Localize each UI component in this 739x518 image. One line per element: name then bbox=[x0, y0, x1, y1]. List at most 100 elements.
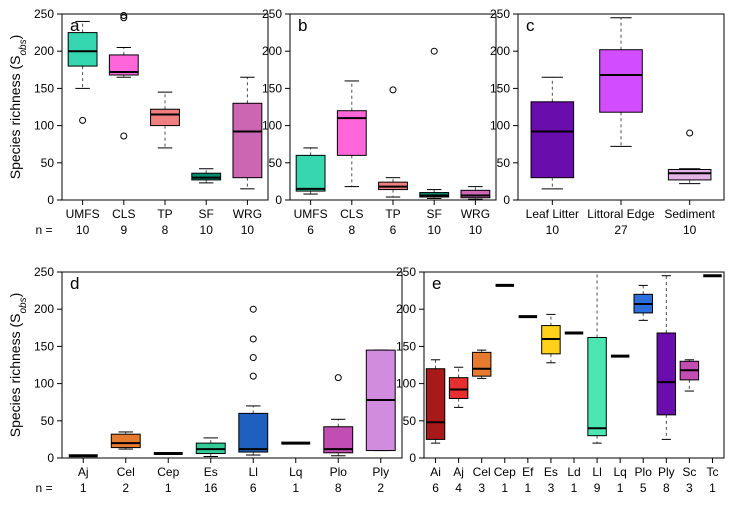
box-Es bbox=[542, 314, 560, 463]
outlier bbox=[80, 117, 86, 123]
n-value: 9 bbox=[120, 223, 127, 237]
ytick-label: 50 bbox=[403, 414, 417, 428]
category-label: TP bbox=[385, 207, 400, 221]
n-value: 9 bbox=[594, 481, 601, 495]
category-label: Tc bbox=[706, 465, 718, 479]
n-value: 16 bbox=[204, 481, 218, 495]
panel-e: 050100150200250eAi6Aj4Cel3Cep1Ef1Es3Ld1L… bbox=[396, 265, 724, 495]
box-Ply bbox=[657, 276, 675, 463]
category-label: Cep bbox=[157, 465, 179, 479]
ytick-label: 0 bbox=[47, 451, 54, 465]
box-Ply bbox=[366, 350, 395, 463]
outlier bbox=[250, 373, 256, 379]
y-axis-title: Species richness (Sobs) bbox=[7, 35, 29, 180]
panel-a: 050100150200250Species richness (Sobs)aU… bbox=[7, 7, 268, 237]
n-value: 8 bbox=[162, 223, 169, 237]
n-value: 4 bbox=[455, 481, 462, 495]
outlier bbox=[431, 48, 437, 54]
n-value: 1 bbox=[525, 481, 532, 495]
category-label: WRG bbox=[461, 207, 490, 221]
box-Plo bbox=[324, 375, 353, 463]
panel-letter: b bbox=[298, 16, 307, 35]
n-value: 1 bbox=[571, 481, 578, 495]
n-value: 1 bbox=[709, 481, 716, 495]
ytick-label: 50 bbox=[41, 414, 55, 428]
category-label: Ai bbox=[430, 465, 441, 479]
category-label: Sc bbox=[682, 465, 696, 479]
box-Cep bbox=[496, 285, 514, 463]
ytick-label: 250 bbox=[34, 265, 54, 279]
n-value: 6 bbox=[250, 481, 257, 495]
box-Aj bbox=[449, 367, 467, 463]
outlier bbox=[250, 336, 256, 342]
ytick-label: 0 bbox=[409, 451, 416, 465]
n-value: 10 bbox=[76, 223, 90, 237]
category-label: WRG bbox=[233, 207, 262, 221]
box-Es bbox=[196, 438, 225, 463]
y-axis-title: Species richness (Sobs) bbox=[7, 293, 29, 438]
panel-letter: d bbox=[70, 274, 79, 293]
category-label: Ll bbox=[249, 465, 258, 479]
box-Leaf Litter bbox=[531, 77, 574, 205]
n-value: 10 bbox=[428, 223, 442, 237]
box-Sediment bbox=[668, 130, 711, 205]
box-TP bbox=[151, 92, 180, 205]
box-Plo bbox=[634, 285, 652, 463]
n-value: 10 bbox=[683, 223, 697, 237]
category-label: Es bbox=[544, 465, 558, 479]
ytick-label: 200 bbox=[262, 44, 282, 58]
category-label: SF bbox=[427, 207, 442, 221]
outlier bbox=[121, 133, 127, 139]
category-label: Ply bbox=[372, 465, 389, 479]
panel-letter: c bbox=[526, 16, 535, 35]
n-value: 3 bbox=[686, 481, 693, 495]
ytick-label: 250 bbox=[262, 7, 282, 21]
panel-b: 050100150200250bUMFS6CLS8TP6SF10WRG10 bbox=[262, 7, 496, 237]
n-value: 1 bbox=[617, 481, 624, 495]
panel-border bbox=[424, 272, 724, 458]
panel-letter: e bbox=[432, 274, 441, 293]
box-UMFS bbox=[296, 148, 325, 205]
category-label: Lq bbox=[613, 465, 626, 479]
n-value: 6 bbox=[390, 223, 397, 237]
category-label: Aj bbox=[453, 465, 464, 479]
outlier bbox=[250, 355, 256, 361]
panel-d: 050100150200250Species richness (Sobs)dA… bbox=[7, 265, 402, 495]
outlier bbox=[390, 87, 396, 93]
n-value: 1 bbox=[292, 481, 299, 495]
ytick-label: 100 bbox=[396, 377, 416, 391]
category-label: Plo bbox=[635, 465, 653, 479]
ytick-label: 150 bbox=[490, 81, 510, 95]
ytick-label: 100 bbox=[34, 119, 54, 133]
box-SF bbox=[420, 48, 449, 205]
n-value: 5 bbox=[640, 481, 647, 495]
n-prefix: n = bbox=[35, 481, 52, 495]
category-label: Es bbox=[204, 465, 218, 479]
ytick-label: 50 bbox=[41, 156, 55, 170]
box-Ld bbox=[565, 333, 583, 463]
ytick-label: 0 bbox=[47, 193, 54, 207]
category-label: SF bbox=[199, 207, 214, 221]
n-value: 3 bbox=[548, 481, 555, 495]
box-Lq bbox=[281, 443, 310, 463]
outlier bbox=[687, 130, 693, 136]
category-label: Ld bbox=[567, 465, 580, 479]
box-Aj bbox=[69, 456, 98, 463]
category-label: Cep bbox=[494, 465, 516, 479]
box-Sc bbox=[680, 360, 698, 463]
ytick-label: 0 bbox=[503, 193, 510, 207]
ytick-label: 150 bbox=[34, 81, 54, 95]
category-label: Ll bbox=[592, 465, 601, 479]
ytick-label: 200 bbox=[34, 44, 54, 58]
ytick-label: 100 bbox=[490, 119, 510, 133]
category-label: Lq bbox=[289, 465, 302, 479]
n-value: 3 bbox=[478, 481, 485, 495]
panel-c: 050100150200250cLeaf Litter10Littoral Ed… bbox=[490, 7, 724, 237]
category-label: CLS bbox=[340, 207, 363, 221]
category-label: UMFS bbox=[294, 207, 328, 221]
n-value: 2 bbox=[377, 481, 384, 495]
box-CLS bbox=[109, 12, 138, 205]
category-label: UMFS bbox=[66, 207, 100, 221]
ytick-label: 250 bbox=[34, 7, 54, 21]
n-value: 10 bbox=[200, 223, 214, 237]
